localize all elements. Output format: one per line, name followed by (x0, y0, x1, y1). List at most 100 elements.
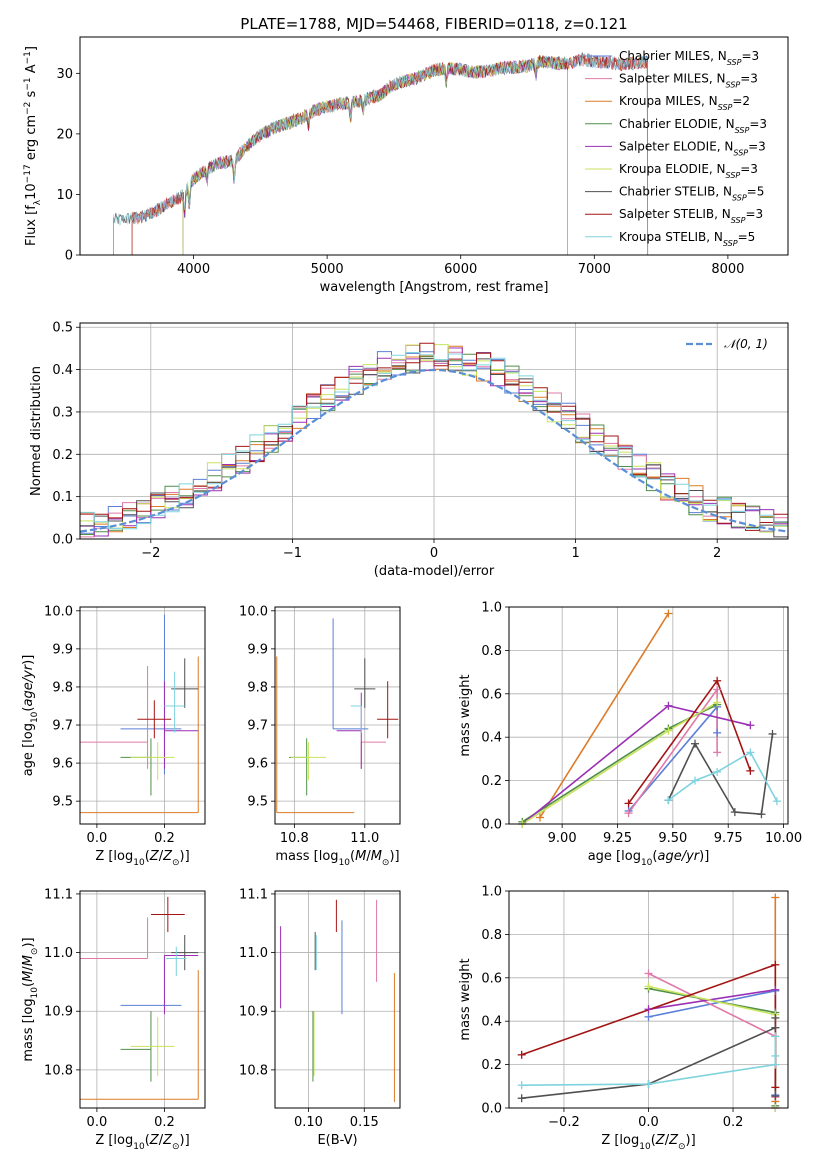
y-axis-label: Normed distribution (29, 366, 44, 496)
label-part: mass [log (21, 998, 36, 1061)
label-part: M (371, 849, 382, 864)
label-part: 10 (133, 858, 145, 868)
label-part: Z [log (601, 1133, 639, 1148)
y-tick-label: 0.2 (481, 1058, 502, 1073)
label-part: Z (655, 1133, 666, 1148)
x-axis-label: Z [log10(Z/Z⊙)] (95, 1133, 189, 1152)
legend-sub: SSP (726, 171, 741, 180)
label-part: ⊙ (172, 1142, 180, 1152)
axes-frame (508, 890, 789, 1109)
legend-count: =3 (748, 139, 766, 153)
label-part: / (21, 966, 36, 971)
y-tick-label: 10 (56, 188, 73, 203)
legend-text: Kroupa STELIB, N (619, 230, 723, 244)
y-tick-label: 0.5 (52, 321, 73, 336)
y-tick-label: 30 (56, 67, 73, 82)
x-tick-label: 10.00 (765, 831, 802, 846)
weight-line (648, 988, 777, 1108)
x-tick-label: 0.0 (87, 831, 108, 846)
label-part: / (665, 1133, 670, 1148)
weight-line (539, 613, 670, 818)
axes-frame (274, 890, 401, 1109)
y-tick-label: 0.1 (52, 490, 73, 505)
label-part: −17 (23, 164, 33, 183)
label-part: 10 (339, 858, 351, 868)
y-tick-label: 11.0 (239, 946, 268, 961)
x-tick-label: 9.25 (603, 831, 632, 846)
legend-sub: SSP (731, 216, 746, 225)
y-tick-label: 0.0 (481, 818, 502, 833)
legend-count: =5 (738, 230, 756, 244)
y-tick-label: 0.4 (481, 1015, 502, 1030)
y-axis-label: age [log10(age/yr)] (21, 655, 40, 777)
legend-count: =3 (740, 162, 758, 176)
plot-area-mass_weight_vs_Z (509, 891, 788, 1108)
plot-area-spectrum (113, 51, 649, 255)
label-part: Z (162, 1133, 173, 1148)
x-tick-label: 9.50 (658, 831, 687, 846)
y-tick-label: 0.4 (481, 731, 502, 746)
axes-frame (508, 606, 789, 825)
y-tick-label: 9.8 (247, 680, 268, 695)
label-part: ( (350, 849, 355, 864)
label-part: ] (24, 46, 39, 51)
label-part: −1 (23, 51, 33, 64)
label-part: ⊙ (678, 1142, 686, 1152)
label-part: )] (21, 655, 36, 665)
label-part: Z (668, 1133, 679, 1148)
label-part: / (159, 849, 164, 864)
figure-title: PLATE=1788, MJD=54468, FIBERID=0118, z=0… (240, 15, 627, 33)
label-part: age [log (588, 849, 641, 864)
legend-text: Salpeter STELIB, N (619, 207, 731, 221)
x-tick-label: 11.0 (350, 831, 379, 846)
legend-sub: SSP (727, 58, 742, 67)
plot-area-mass_vs_EBV (275, 891, 400, 1108)
plot-area-age_vs_Z (80, 607, 205, 824)
label-part: )] (21, 937, 36, 947)
label-part: ⊙ (172, 858, 180, 868)
plot-area-mass_vs_Z (80, 891, 205, 1108)
x-axis-label: E(B-V) (317, 1133, 357, 1148)
label-part: ( (21, 982, 36, 987)
y-tick-label: 9.5 (52, 795, 73, 810)
y-tick-label: 9.5 (247, 795, 268, 810)
y-tick-label: 9.8 (52, 680, 73, 695)
y-tick-label: 0.3 (52, 405, 73, 420)
x-tick-label: −2 (141, 546, 160, 561)
y-tick-label: 0.8 (481, 644, 502, 659)
legend-entry: Chabrier STELIB, NSSP=5 (619, 185, 764, 203)
label-part: M (21, 971, 36, 982)
spectrum-line (113, 52, 648, 255)
label-part: 10 (24, 183, 39, 200)
y-tick-label: 9.7 (52, 719, 73, 734)
legend-entry: Kroupa MILES, NSSP=2 (619, 94, 750, 112)
y-tick-label: 10.9 (239, 1005, 268, 1020)
legend-sub: SSP (726, 80, 741, 89)
x-axis-label: Z [log10(Z/Z⊙)] (95, 849, 189, 868)
legend-count: =5 (747, 185, 765, 199)
x-tick-label: 0.2 (154, 831, 175, 846)
legend-text: Salpeter MILES, N (619, 72, 726, 86)
label-part: λ (33, 199, 43, 205)
label-part: mass [log (275, 849, 338, 864)
legend-sub: SSP (735, 125, 750, 134)
x-tick-label: 0.2 (723, 1115, 744, 1130)
y-tick-label: 0 (65, 249, 73, 264)
x-tick-label: 8000 (711, 262, 744, 277)
y-tick-label: 0.4 (52, 363, 73, 378)
legend-text: Chabrier ELODIE, N (619, 117, 735, 131)
y-tick-label: 10.0 (44, 604, 73, 619)
y-tick-label: 20 (56, 127, 73, 142)
y-axis-label: mass weight (458, 674, 473, 756)
plot-area-age_vs_mass (275, 607, 400, 824)
x-axis-label: age [log10(age/yr)] (588, 849, 710, 868)
x-axis-label: mass [log10(M/M⊙)] (275, 849, 399, 868)
legend-entry: Chabrier ELODIE, NSSP=3 (619, 117, 767, 135)
label-part: ( (145, 1133, 150, 1148)
label-part: 10 (30, 987, 40, 999)
y-tick-label: 9.6 (52, 757, 73, 772)
label-part: 10 (639, 1142, 651, 1152)
label-part: ( (651, 1133, 656, 1148)
x-tick-label: 10.8 (280, 831, 309, 846)
